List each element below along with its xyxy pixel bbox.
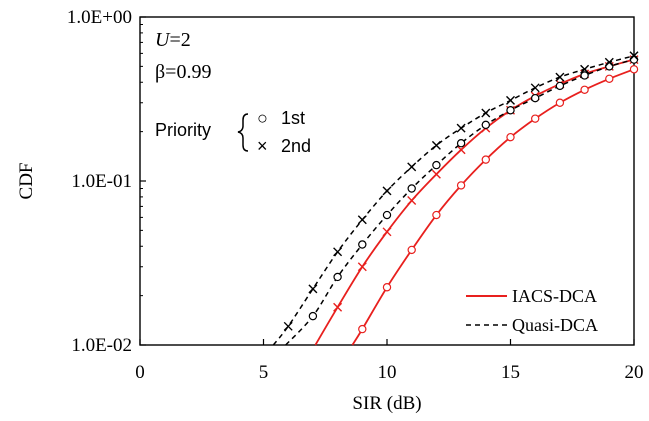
- data-point-iacs-dca-1st: [531, 114, 540, 123]
- data-point-quasi-dca-2nd: [407, 162, 417, 172]
- data-point-iacs-dca-2nd: [357, 262, 367, 272]
- data-point-quasi-dca-2nd: [580, 64, 590, 74]
- data-point-iacs-dca-1st: [358, 324, 367, 334]
- data-point-stroke: [382, 186, 392, 196]
- data-point-quasi-dca-1st: [308, 311, 318, 321]
- data-point-stroke: [431, 140, 441, 150]
- data-point-quasi-dca-2nd: [530, 83, 540, 93]
- data-point-stroke: [333, 247, 343, 257]
- legend-label-iacs-dca: IACS-DCA: [512, 286, 597, 306]
- data-point-iacs-dca-1st: [555, 98, 565, 107]
- data-point-iacs-dca-1st: [407, 245, 416, 255]
- data-point-quasi-dca-1st: [531, 93, 540, 103]
- x-tick-label: 5: [259, 362, 269, 383]
- x-tick-label: 0: [135, 362, 145, 383]
- data-point-quasi-dca-1st: [432, 160, 441, 170]
- data-point-stroke: [357, 262, 367, 272]
- data-point-iacs-dca-1st: [432, 210, 441, 220]
- data-point-stroke: [530, 83, 540, 93]
- data-point-stroke: [431, 169, 441, 179]
- series-line-quasi-dca-2nd: [272, 55, 635, 346]
- y-tick-label: 1.0E-02: [71, 335, 132, 356]
- data-point-quasi-dca-2nd: [456, 123, 466, 133]
- data-point-iacs-dca-1st: [506, 132, 515, 142]
- beta-param-label: β=0.99: [155, 61, 211, 83]
- data-point-stroke: [357, 215, 367, 225]
- priority-brace-icon: [237, 113, 249, 152]
- x-tick-label: 15: [501, 362, 520, 383]
- x-tick-label: 10: [378, 362, 397, 383]
- data-point-quasi-dca-1st: [580, 71, 589, 80]
- data-point-quasi-dca-2nd: [604, 57, 614, 67]
- data-point-quasi-dca-2nd: [481, 108, 491, 118]
- data-point-stroke: [481, 108, 491, 118]
- data-point-quasi-dca-1st: [407, 184, 416, 193]
- data-point-stroke: [407, 196, 417, 206]
- data-point-iacs-dca-1st: [382, 283, 392, 292]
- marker-second-label: 2nd: [281, 136, 311, 156]
- data-point-quasi-dca-2nd: [357, 215, 367, 225]
- data-point-quasi-dca-2nd: [333, 247, 343, 257]
- data-point-quasi-dca-2nd: [382, 186, 392, 196]
- data-point-iacs-dca-1st: [481, 155, 490, 164]
- data-point-quasi-dca-1st: [629, 55, 639, 64]
- data-point-stroke: [407, 162, 417, 172]
- data-point-iacs-dca-2nd: [333, 302, 343, 312]
- data-point-iacs-dca-2nd: [431, 169, 441, 179]
- marker-circle-icon: ○: [257, 108, 268, 128]
- data-point-iacs-dca-1st: [580, 85, 589, 94]
- data-point-quasi-dca-2nd: [283, 321, 293, 331]
- data-point-quasi-dca-2nd: [308, 284, 318, 294]
- data-point-quasi-dca-2nd: [629, 51, 639, 61]
- data-point-stroke: [283, 321, 293, 331]
- data-point-quasi-dca-1st: [481, 120, 490, 130]
- data-point-iacs-dca-1st: [605, 74, 614, 83]
- data-point-iacs-dca-2nd: [456, 145, 466, 155]
- u-param-value: =2: [169, 29, 190, 51]
- data-point-quasi-dca-1st: [358, 240, 367, 249]
- data-point-stroke: [308, 284, 318, 294]
- data-point-quasi-dca-1st: [333, 272, 342, 282]
- legend: IACS-DCA Quasi-DCA: [466, 286, 598, 335]
- priority-label: Priority: [155, 120, 211, 140]
- data-point-iacs-dca-1st: [629, 65, 639, 74]
- data-point-stroke: [456, 145, 466, 155]
- data-point-stroke: [382, 227, 392, 237]
- series-layer: [272, 51, 639, 346]
- u-param-label: U=2: [155, 29, 191, 51]
- data-point-stroke: [506, 95, 515, 105]
- data-point-stroke: [333, 302, 343, 312]
- data-point-stroke: [456, 123, 466, 133]
- data-point-iacs-dca-2nd: [382, 227, 392, 237]
- data-point-stroke: [604, 57, 614, 67]
- data-point-quasi-dca-1st: [555, 81, 565, 91]
- data-point-quasi-dca-2nd: [555, 72, 565, 82]
- data-point-iacs-dca-1st: [456, 181, 466, 190]
- marker-first-label: 1st: [281, 108, 305, 128]
- data-point-stroke: [555, 72, 565, 82]
- y-tick-label: 1.0E+00: [67, 7, 132, 28]
- legend-label-quasi-dca: Quasi-DCA: [512, 315, 598, 335]
- data-point-quasi-dca-2nd: [431, 140, 441, 150]
- data-point-stroke: [580, 64, 590, 74]
- y-tick-label: 1.0E-01: [71, 171, 132, 192]
- x-tick-label: 20: [625, 362, 644, 383]
- data-point-quasi-dca-1st: [506, 106, 515, 115]
- axis-layer: 0 5 10 15 20 1.0E-02 1.0E-01 1.0E+00: [67, 7, 644, 383]
- marker-cross-icon: ×: [257, 136, 268, 156]
- u-param-symbol: U: [155, 29, 171, 51]
- data-point-quasi-dca-2nd: [506, 95, 515, 105]
- data-point-stroke: [629, 51, 639, 61]
- y-axis-title: CDF: [16, 163, 37, 200]
- data-point-quasi-dca-1st: [382, 210, 392, 220]
- data-point-iacs-dca-2nd: [407, 196, 417, 206]
- data-point-quasi-dca-1st: [456, 139, 466, 148]
- x-axis-title: SIR (dB): [352, 393, 421, 414]
